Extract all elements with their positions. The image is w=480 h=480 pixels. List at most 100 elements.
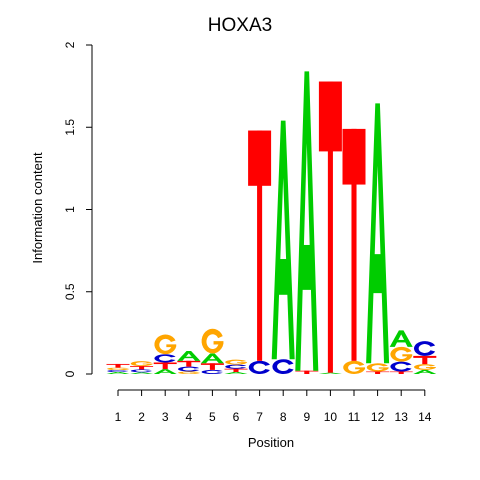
glyph-shape — [224, 372, 248, 374]
glyph-shape — [366, 363, 389, 372]
logo-letter-C-pos-3 — [154, 354, 176, 363]
glyph-shape — [139, 366, 145, 370]
logo-letter-G-pos-2 — [130, 361, 153, 367]
glyph-shape — [153, 369, 177, 374]
glyph-shape — [295, 71, 319, 371]
glyph-shape — [413, 369, 437, 374]
glyph-shape — [271, 120, 295, 360]
logo-letter-C-pos-13 — [390, 361, 412, 372]
glyph-shape — [200, 353, 224, 364]
glyph-shape — [327, 81, 333, 373]
logo-letter-A-pos-14 — [413, 369, 437, 374]
glyph-shape — [107, 370, 129, 373]
logo-letter-A-pos-12 — [366, 103, 390, 364]
glyph-shape — [154, 354, 176, 363]
glyph-shape — [162, 362, 168, 370]
logo-letter-T-pos-12 — [366, 371, 390, 374]
glyph-shape — [225, 364, 247, 369]
glyph-shape — [390, 346, 413, 362]
x-tick-label: 11 — [348, 410, 361, 424]
logo-letter-A-pos-5 — [200, 353, 224, 364]
logo-letter-A-pos-1 — [106, 372, 130, 374]
logo-letter-G-pos-14 — [413, 364, 436, 370]
x-tick-label: 5 — [209, 410, 216, 424]
glyph-shape — [159, 371, 172, 373]
glyph-shape — [371, 254, 384, 294]
logo-letter-T-pos-7 — [248, 130, 272, 361]
glyph-shape — [257, 130, 263, 361]
logo-letter-T-pos-10 — [318, 81, 342, 373]
glyph-shape — [318, 372, 342, 374]
glyph-shape — [351, 128, 357, 361]
logo-letter-G-pos-13 — [390, 346, 413, 362]
x-tick-label: 13 — [395, 410, 409, 424]
glyph-shape — [186, 360, 192, 367]
glyph-shape — [277, 259, 290, 295]
y-tick-label: 2 — [63, 41, 77, 48]
x-tick-label: 1 — [115, 410, 122, 424]
glyph-shape — [413, 364, 436, 370]
logo-letter-A-pos-4 — [177, 350, 201, 361]
x-tick-label: 7 — [256, 410, 263, 424]
glyph-shape — [375, 371, 381, 374]
glyph-shape — [389, 330, 413, 347]
glyph-shape — [343, 360, 366, 374]
logo-letter-G-pos-1 — [107, 367, 130, 371]
glyph-shape — [130, 361, 153, 367]
glyph-shape — [201, 369, 223, 374]
logo-letter-T-pos-14 — [413, 355, 437, 365]
x-tick-label: 14 — [418, 410, 432, 424]
logo-letter-G-pos-11 — [343, 360, 366, 374]
logo-letter-C-pos-6 — [225, 364, 247, 369]
chart-title: HOXA3 — [208, 15, 272, 36]
glyph-shape — [225, 359, 248, 365]
logo-letter-C-pos-4 — [177, 366, 200, 372]
logo-letter-T-pos-5 — [200, 363, 224, 370]
y-tick-label: 1 — [63, 206, 77, 213]
logo-letter-A-pos-3 — [153, 369, 177, 374]
glyph-shape — [130, 372, 154, 374]
x-tick-label: 4 — [185, 410, 192, 424]
y-tick-label: 0.5 — [63, 283, 77, 300]
logo-letter-A-pos-8 — [271, 120, 295, 360]
glyph-shape — [398, 371, 404, 374]
glyph-shape — [366, 103, 390, 364]
glyph-shape — [418, 372, 431, 373]
y-axis-label: Information content — [30, 152, 45, 264]
logo-letter-T-pos-2 — [130, 366, 154, 370]
logo-letter-C-pos-8 — [272, 359, 294, 374]
glyph-shape — [130, 369, 152, 373]
glyph-shape — [177, 371, 200, 374]
x-tick-label: 6 — [233, 410, 240, 424]
glyph-shape — [106, 372, 130, 374]
glyph-shape — [248, 360, 270, 374]
glyph-shape — [209, 363, 215, 370]
logo-letter-C-pos-5 — [201, 369, 223, 374]
x-tick-label: 12 — [371, 410, 385, 424]
y-tick-label: 0 — [63, 370, 77, 377]
logo-letter-T-pos-6 — [224, 368, 248, 373]
glyph-shape — [395, 339, 408, 343]
logo-letter-G-pos-3 — [154, 334, 177, 355]
logo-letter-A-pos-2 — [130, 372, 154, 374]
logo-letter-C-pos-14 — [413, 341, 436, 356]
logo-letter-A-pos-13 — [389, 330, 413, 347]
y-axis: 0 0.5 1 1.5 2 — [63, 41, 93, 377]
x-tick-label: 3 — [162, 410, 169, 424]
logo-letter-T-pos-3 — [153, 362, 177, 370]
glyph-shape — [115, 363, 121, 368]
logo-letter-C-pos-2 — [130, 369, 152, 373]
glyph-shape — [107, 367, 130, 371]
glyph-shape — [177, 350, 201, 361]
logo-letter-A-pos-10 — [318, 372, 342, 374]
x-tick-label: 9 — [303, 410, 310, 424]
logo-letter-G-pos-12 — [366, 363, 389, 372]
glyph-shape — [177, 366, 200, 372]
glyph-shape — [154, 334, 177, 355]
glyph-shape — [413, 341, 436, 356]
y-tick-label: 1.5 — [63, 119, 77, 136]
glyph-shape — [272, 359, 294, 374]
x-axis-label: Position — [248, 435, 294, 450]
logo-letter-C-pos-1 — [107, 370, 129, 373]
